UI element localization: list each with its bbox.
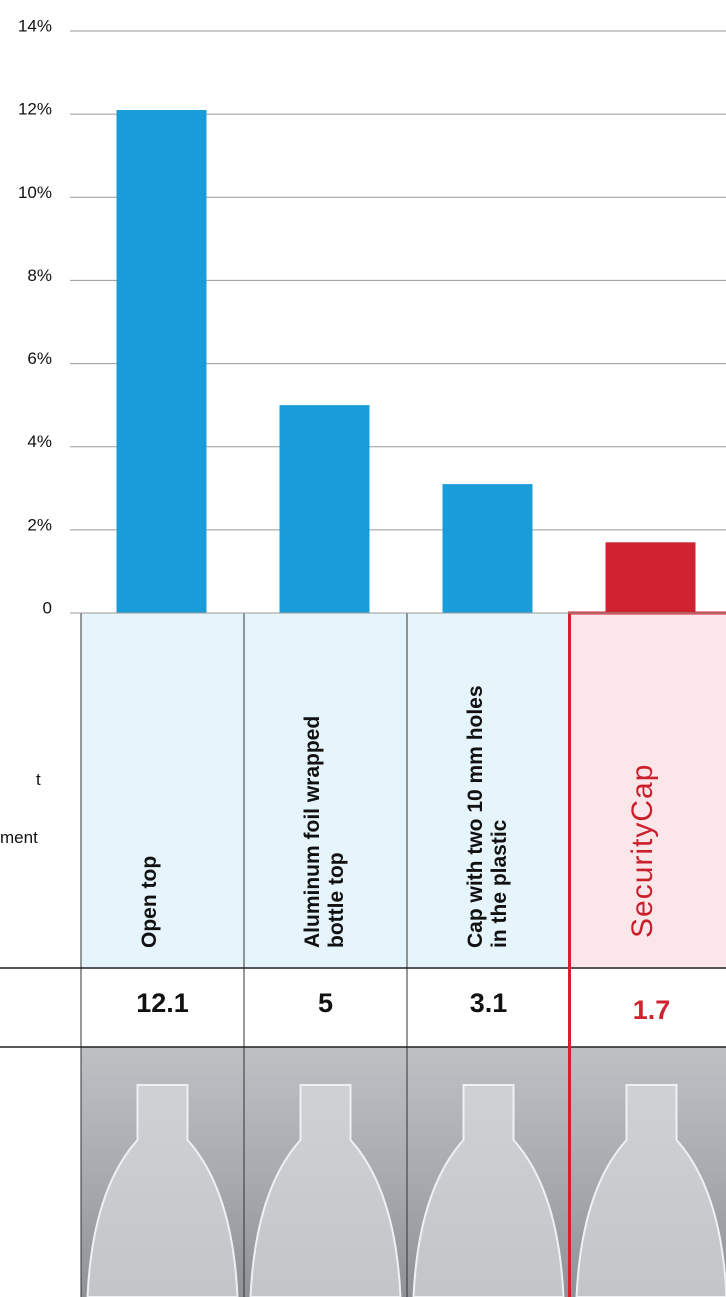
bottle xyxy=(575,1084,726,1297)
row-header-fragment: ment xyxy=(0,828,38,847)
category-label: Cap with two 10 mm holes in the plastic xyxy=(463,685,511,948)
y-tick-label: 8% xyxy=(27,266,52,285)
y-tick-label: 14% xyxy=(18,16,52,35)
value-label: 1.7 xyxy=(632,995,671,1025)
value-label: 5 xyxy=(317,988,334,1018)
category-label: Open top xyxy=(137,855,161,948)
row-header-fragment: t xyxy=(36,770,41,789)
bottle xyxy=(249,1084,402,1297)
y-tick-label: 6% xyxy=(27,349,52,368)
category-label: SecurityCap xyxy=(625,763,659,938)
y-tick-label: 2% xyxy=(27,515,52,534)
bar xyxy=(605,542,696,613)
value-label: 12.1 xyxy=(136,988,189,1018)
label-cell xyxy=(244,613,407,968)
bar xyxy=(279,405,370,613)
bottle xyxy=(412,1084,565,1297)
y-tick-label: 10% xyxy=(18,183,52,202)
y-tick-label: 4% xyxy=(27,432,52,451)
value-label: 3.1 xyxy=(469,988,508,1018)
bar xyxy=(442,484,533,613)
bottle xyxy=(86,1084,239,1297)
y-tick-label: 12% xyxy=(18,100,52,119)
y-tick-label: 0 xyxy=(43,598,52,617)
bar xyxy=(116,109,207,613)
category-label: Aluminum foil wrapped bottle top xyxy=(300,715,348,948)
label-cell xyxy=(570,613,726,968)
label-cell xyxy=(407,613,570,968)
label-cell xyxy=(81,613,244,968)
